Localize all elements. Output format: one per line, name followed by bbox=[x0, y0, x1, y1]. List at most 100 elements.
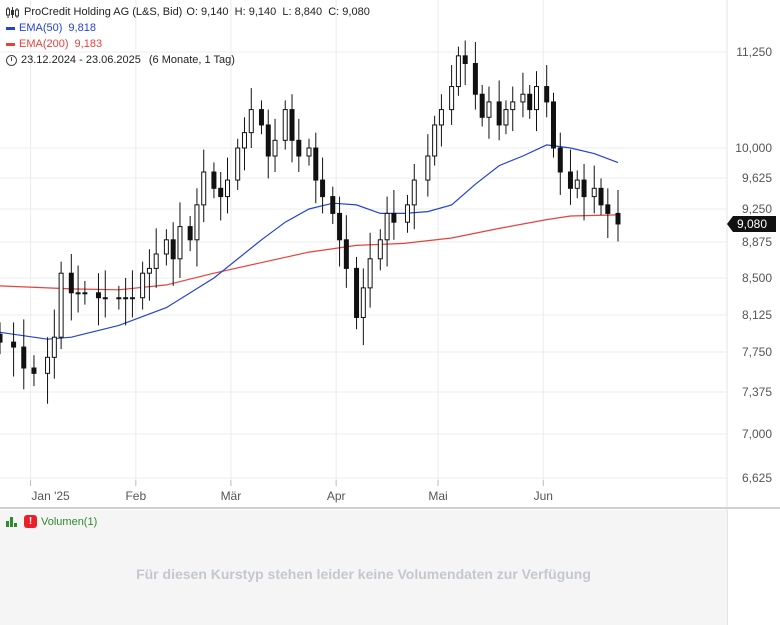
candle-body bbox=[534, 86, 540, 111]
candle-body bbox=[75, 292, 81, 295]
candle-body bbox=[462, 55, 468, 65]
candle-body bbox=[438, 109, 444, 126]
y-tick-label: 10,000 bbox=[735, 141, 772, 155]
candle-body bbox=[123, 297, 129, 300]
candle-body bbox=[248, 109, 254, 134]
ema200-line bbox=[0, 214, 619, 291]
candle-body bbox=[615, 212, 621, 225]
candle-body bbox=[354, 267, 360, 318]
candle-body bbox=[313, 147, 319, 181]
candle-body bbox=[68, 272, 74, 294]
last-price-badge: 9,080 bbox=[727, 215, 776, 232]
y-tick-label: 8,125 bbox=[742, 308, 772, 322]
x-tick-label: Jan '25 bbox=[31, 489, 70, 503]
x-axis: Jan '25 Feb Mär Apr Mai Jun bbox=[30, 480, 553, 503]
candle-body bbox=[116, 297, 122, 300]
candle-body bbox=[241, 132, 247, 149]
last-price-badge-shape bbox=[727, 215, 776, 232]
candle-body bbox=[296, 139, 302, 157]
candle-body bbox=[265, 124, 271, 157]
candle-body bbox=[479, 93, 485, 118]
ohlc-values: O: 9,140 H: 9,140 L: 8,840 C: 9,080 bbox=[186, 6, 370, 18]
candle-body bbox=[163, 239, 169, 255]
candle-body bbox=[177, 226, 183, 260]
ema200-value: 9,183 bbox=[74, 38, 103, 50]
candle-body bbox=[0, 333, 3, 343]
candle-body bbox=[31, 367, 37, 374]
candle-body bbox=[496, 101, 502, 126]
y-tick-label: 11,250 bbox=[736, 45, 772, 59]
candle-body bbox=[411, 179, 417, 206]
y-tick-label: 8,500 bbox=[742, 271, 772, 285]
candle-body bbox=[51, 336, 57, 358]
candle-body bbox=[449, 86, 455, 111]
period-row[interactable]: 23.12.2024 - 23.06.2025 (6 Monate, 1 Tag… bbox=[6, 54, 239, 66]
candle-body bbox=[45, 356, 51, 374]
candle-body bbox=[289, 109, 295, 141]
x-tick-label: Mär bbox=[221, 489, 242, 503]
volume-panel bbox=[0, 510, 727, 625]
y-tick-label: 9,250 bbox=[742, 202, 772, 216]
candle-body bbox=[425, 155, 431, 181]
candle-body bbox=[520, 93, 526, 103]
ema50-color-swatch bbox=[6, 26, 15, 30]
y-tick-label: 8,875 bbox=[742, 235, 772, 249]
candle-body bbox=[605, 204, 611, 214]
ema200-line-layer bbox=[0, 214, 619, 291]
ema50-value: 9,818 bbox=[68, 22, 96, 34]
y-tick-label: 7,750 bbox=[742, 345, 772, 359]
candle-body bbox=[129, 297, 135, 300]
candle-body bbox=[360, 287, 366, 318]
last-price-label: 9,080 bbox=[737, 217, 767, 231]
y-tick-label: 9,625 bbox=[742, 171, 772, 185]
candle-body bbox=[140, 272, 146, 299]
y-tick-label: 7,000 bbox=[742, 427, 772, 441]
price-chart[interactable]: 6,625 7,000 7,375 7,750 8,125 8,500 8,875 9,250… bbox=[0, 0, 780, 510]
ema50-line bbox=[0, 144, 619, 340]
candle-body bbox=[282, 109, 288, 141]
x-tick-label: Mai bbox=[428, 489, 447, 503]
candle-body bbox=[194, 204, 200, 241]
candle-body bbox=[58, 272, 64, 338]
candle-body bbox=[486, 101, 492, 118]
warning-icon[interactable]: ! bbox=[24, 515, 37, 528]
candle-body bbox=[527, 93, 533, 111]
candle-body bbox=[404, 204, 410, 223]
volume-axis bbox=[727, 510, 780, 625]
volume-label: Volumen(1) bbox=[41, 515, 98, 528]
candle-body bbox=[11, 341, 17, 348]
candle-body bbox=[384, 212, 390, 241]
candle-body bbox=[544, 86, 550, 103]
bar-chart-icon bbox=[6, 516, 18, 527]
candle-body bbox=[455, 55, 461, 88]
y-tick-label: 7,375 bbox=[742, 385, 772, 399]
gridlines bbox=[0, 0, 727, 480]
candle-body bbox=[591, 187, 597, 198]
volume-legend[interactable]: ! Volumen(1) bbox=[6, 515, 97, 528]
candle-body bbox=[258, 109, 264, 126]
period-range: 23.12.2024 - 23.06.2025 bbox=[21, 54, 141, 66]
ema50-legend[interactable]: EMA(50) 9,818 bbox=[6, 22, 100, 34]
candle-body bbox=[235, 147, 241, 181]
ema200-legend[interactable]: EMA(200) 9,183 bbox=[6, 38, 106, 50]
candle-body bbox=[377, 239, 383, 260]
volume-no-data-message: Für diesen Kurstyp stehen leider keine V… bbox=[136, 566, 591, 582]
ema50-label: EMA(50) bbox=[19, 22, 63, 34]
candle-body bbox=[574, 179, 580, 189]
candle-body bbox=[187, 226, 193, 241]
candle-body bbox=[170, 239, 176, 260]
candle-body bbox=[211, 171, 217, 189]
y-tick-label: 6,625 bbox=[742, 471, 772, 485]
candle-body bbox=[337, 212, 343, 241]
y-axis: 6,625 7,000 7,375 7,750 8,125 8,500 8,875 9,250… bbox=[735, 45, 772, 485]
candle-body bbox=[472, 63, 478, 95]
candlestick-icon bbox=[6, 6, 19, 18]
candle-body bbox=[146, 267, 152, 274]
candle-body bbox=[567, 171, 573, 189]
candle-body bbox=[320, 179, 326, 198]
period-detail: (6 Monate, 1 Tag) bbox=[148, 54, 235, 66]
candles bbox=[0, 40, 621, 404]
instrument-name: ProCredit Holding AG (L&S, Bid) bbox=[24, 6, 183, 18]
candle-body bbox=[550, 101, 556, 149]
candle-body bbox=[503, 109, 509, 126]
